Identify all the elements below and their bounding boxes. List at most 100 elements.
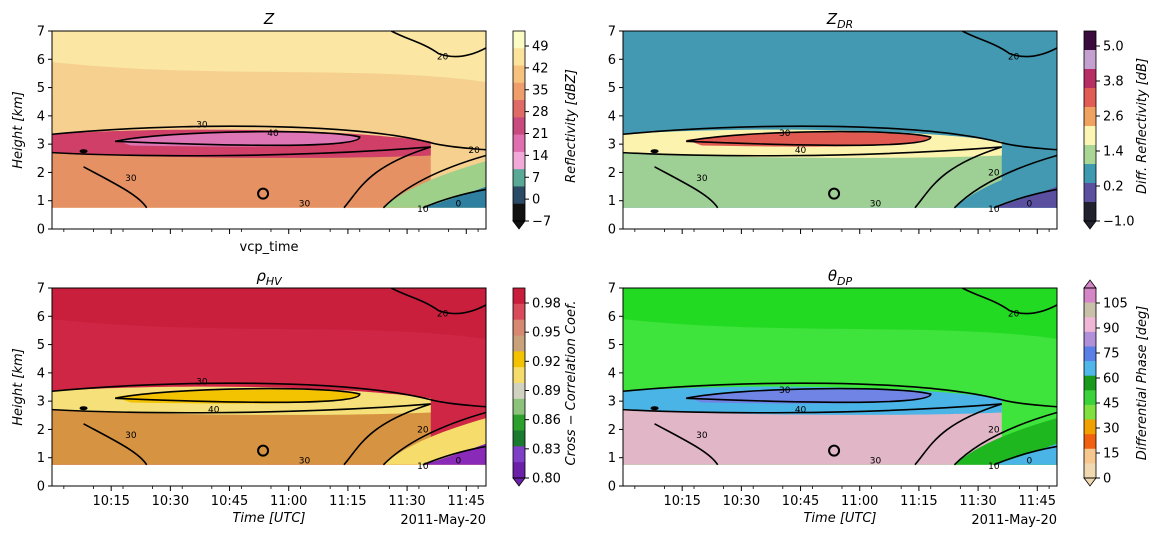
x-axis-label: Time [UTC] [232, 511, 305, 526]
x-tick-label: 11:15 [900, 494, 937, 509]
colorbar-segment [513, 65, 525, 84]
colorbar-segment [513, 203, 525, 222]
colorbar-tick-label: 28 [532, 105, 549, 120]
colorbar-tick-label: 90 [1103, 322, 1120, 337]
colorbar-label: Diff. Reflectivity [dB] [1135, 58, 1150, 194]
colorbar-tick-label: 15 [1103, 447, 1120, 462]
colorbar-segment [1084, 126, 1096, 146]
colorbar-tick-label: 14 [532, 149, 549, 164]
y-tick-label: 2 [37, 166, 45, 181]
colorbar-tick-label: 1.4 [1103, 145, 1124, 160]
colorbar-tick-label: 0 [532, 193, 540, 208]
colorbar-segment [513, 414, 525, 431]
colorbar-segment [1084, 434, 1096, 450]
colorbar-segment [513, 462, 525, 479]
colorbar-segment [513, 430, 525, 447]
colorbar-tick-label: −1.0 [1103, 215, 1135, 230]
colorbar-tick-label: 3.8 [1103, 75, 1124, 90]
field-lower-region [623, 146, 1002, 208]
y-tick-label: 7 [608, 25, 616, 40]
panel-title-subscript: DP [837, 275, 852, 288]
colorbar-segment [513, 303, 525, 321]
contour-line-40 [114, 387, 361, 404]
colorbar-tick-label: 0.86 [532, 413, 561, 428]
x-tick-label: 10:30 [152, 494, 189, 509]
contour-label: 10 [417, 462, 429, 472]
y-tick-label: 3 [608, 395, 616, 410]
contour-label: 20 [437, 309, 449, 319]
contour-label: 30 [870, 457, 882, 467]
y-tick-label: 5 [37, 81, 45, 96]
contour-line-30-left [654, 166, 719, 209]
field-low-right-deep [422, 186, 486, 208]
contour-label: 20 [988, 425, 1000, 435]
colorbar-segment [513, 169, 525, 187]
contour-line-30-upper [623, 382, 1057, 408]
y-tick-label: 0 [608, 223, 616, 238]
x-tick-label: 10:45 [211, 494, 248, 509]
colorbar-segment [513, 117, 525, 136]
y-tick-label: 4 [608, 366, 616, 381]
colorbar-tick-label: 7 [532, 171, 540, 186]
colorbar-segment [1084, 50, 1096, 70]
contour-line-20-upper [390, 31, 486, 58]
contour-label: 0 [456, 457, 462, 467]
contour-line-20-upper [390, 288, 486, 315]
colorbar-extend-min [1083, 477, 1097, 487]
colorbar-segment [1084, 288, 1096, 304]
colorbar-segment [1084, 31, 1096, 51]
y-tick-label: 6 [37, 53, 45, 68]
contour-line-20-lower [953, 154, 1057, 209]
colorbar-segment [513, 186, 525, 205]
y-tick-label: 5 [608, 338, 616, 353]
colorbar-tick-label: 5.0 [1103, 40, 1124, 55]
colorbar-tick-label: 45 [1103, 397, 1120, 412]
colorbar-extend-max [1083, 279, 1097, 289]
contour-label: 40 [208, 406, 220, 416]
contour-label: 10 [988, 462, 1000, 472]
colorbar-segment [513, 335, 525, 352]
y-tick-label: 0 [37, 480, 45, 495]
contour-small-blob [79, 406, 88, 411]
contour-line-40 [685, 130, 932, 147]
field-zdr [623, 31, 1057, 229]
colorbar-frame [512, 287, 526, 479]
field-lower-region [52, 403, 431, 465]
colorbar-segment [1084, 448, 1096, 464]
y-tick-label: 0 [37, 223, 45, 238]
contour-label: 10 [988, 205, 1000, 215]
contour-label: 30 [196, 377, 208, 387]
contour-label: 30 [779, 129, 791, 139]
colorbar-extend-min [1083, 220, 1097, 230]
y-tick-label: 5 [608, 81, 616, 96]
field-low-right-deep [422, 443, 486, 465]
colorbar-segment [1084, 302, 1096, 318]
contour-line-20-lower [382, 411, 486, 466]
x-tick-label: 11:30 [959, 494, 996, 509]
field-rhohv [52, 288, 486, 486]
contour-line-30-lower [623, 146, 1002, 209]
contour-label: 20 [1008, 52, 1020, 62]
contour-label: 30 [125, 174, 137, 184]
axes-frame [51, 287, 487, 487]
contour-line-20-lower [953, 411, 1057, 466]
contour-line-10 [422, 188, 486, 209]
colorbar-segment [513, 82, 525, 101]
contour-label: 0 [1027, 457, 1033, 467]
field-low-right-deep [993, 443, 1057, 465]
field-upper-layer [623, 31, 1057, 82]
contour-label: 20 [988, 168, 1000, 178]
contour-label: 10 [417, 205, 429, 215]
contour-line-40 [685, 387, 932, 404]
colorbar-segment [1084, 164, 1096, 184]
panel-title-subscript: DR [837, 18, 853, 31]
colorbar-segment [1084, 88, 1096, 108]
contour-line-30-left [83, 166, 148, 209]
field-upper-layer [52, 31, 486, 82]
colorbar-tick-label: 30 [1103, 422, 1120, 437]
axes-frame [622, 287, 1058, 487]
colorbar-tick-label: 0.2 [1103, 180, 1124, 195]
x-axis-label: vcp_time [240, 240, 299, 255]
x-axis-label: Time [UTC] [803, 511, 876, 526]
